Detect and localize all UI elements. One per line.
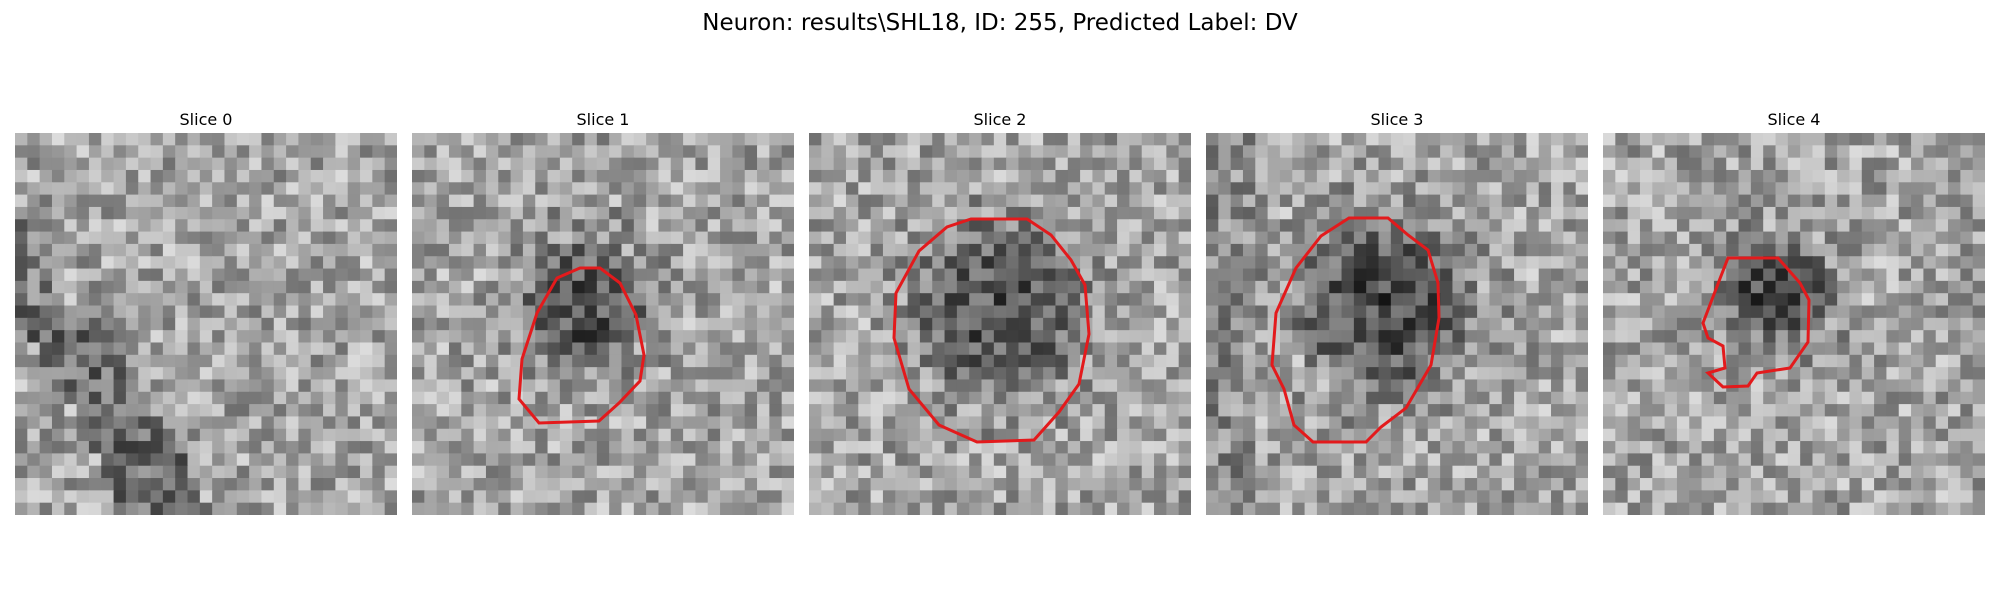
pixel-grid bbox=[1206, 133, 1588, 515]
slice-title: Slice 2 bbox=[973, 110, 1027, 129]
slice-panel-0: Slice 0 bbox=[15, 107, 397, 515]
slice-image-2 bbox=[809, 133, 1191, 515]
neuron-contour bbox=[892, 217, 1091, 444]
slice-panel-2: Slice 2 bbox=[809, 107, 1191, 515]
slice-image-4 bbox=[1603, 133, 1985, 515]
slice-image-1 bbox=[412, 133, 794, 515]
pixel-grid bbox=[15, 133, 397, 515]
neuron-contour bbox=[1701, 256, 1811, 389]
slice-panel-1: Slice 1 bbox=[412, 107, 794, 515]
pixel-grid bbox=[809, 133, 1191, 515]
slice-title: Slice 4 bbox=[1767, 110, 1821, 129]
slice-title: Slice 1 bbox=[576, 110, 630, 129]
pixel-grid bbox=[412, 133, 794, 515]
slice-title: Slice 0 bbox=[179, 110, 233, 129]
slice-image-0 bbox=[15, 133, 397, 515]
slice-image-3 bbox=[1206, 133, 1588, 515]
neuron-contour bbox=[517, 266, 646, 425]
figure-title: Neuron: results\SHL18, ID: 255, Predicte… bbox=[702, 10, 1298, 36]
slice-panel-3: Slice 3 bbox=[1206, 107, 1588, 515]
slice-panel-4: Slice 4 bbox=[1603, 107, 1985, 515]
slice-title: Slice 3 bbox=[1370, 110, 1424, 129]
pixel-grid bbox=[1603, 133, 1985, 515]
neuron-contour bbox=[1270, 216, 1441, 444]
